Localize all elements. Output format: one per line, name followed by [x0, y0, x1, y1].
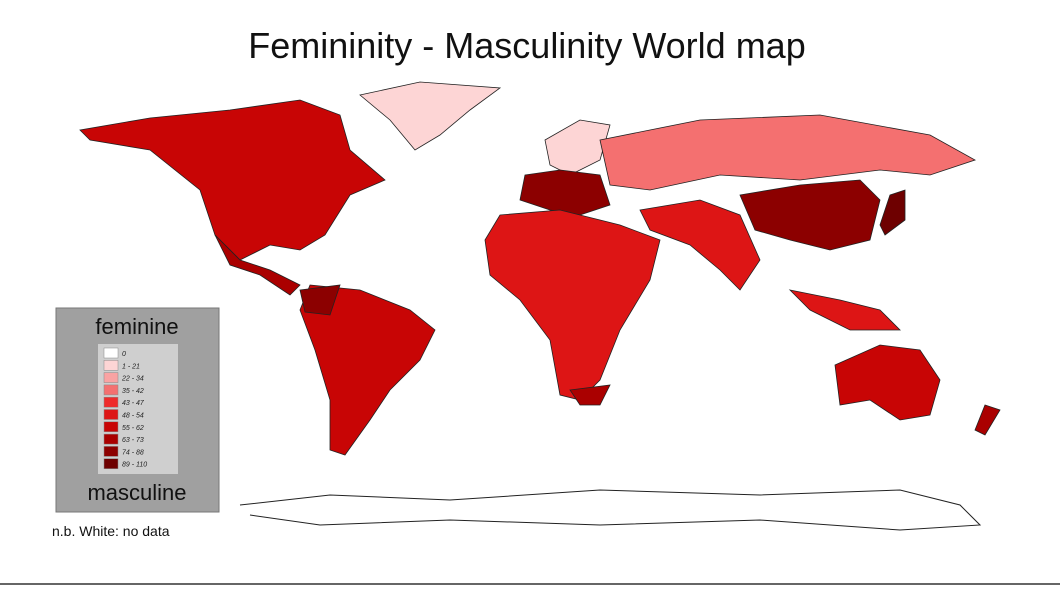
legend-swatch	[103, 360, 119, 371]
legend-swatch	[103, 446, 119, 457]
legend-label: 22 - 34	[121, 376, 144, 383]
greenland	[359, 81, 502, 151]
middle-east-india	[639, 199, 761, 291]
antarctica	[239, 489, 982, 531]
legend-swatch	[103, 409, 119, 420]
mexico-central	[214, 234, 301, 296]
legend-label: 74 - 88	[122, 449, 144, 456]
africa	[484, 209, 661, 401]
legend-swatch	[103, 384, 119, 396]
russia	[599, 114, 976, 191]
japan	[879, 189, 906, 236]
legend-label: 89 - 110	[122, 462, 147, 469]
legend-items: 0 1 - 21 22 - 34 35 - 42 43 - 47 48 - 54 55 - …	[103, 347, 147, 469]
map-title: Femininity - Masculinity World map	[248, 25, 805, 66]
scandinavia	[544, 119, 611, 176]
legend: feminine 0 1 - 21 22 - 34 35 - 42 43 - 47 48 …	[55, 307, 220, 513]
south-africa	[569, 384, 611, 406]
legend-label: 48 - 54	[122, 413, 144, 420]
legend-top-label: feminine	[95, 314, 178, 339]
legend-swatch	[103, 396, 119, 408]
china	[739, 179, 881, 251]
legend-swatch	[103, 433, 119, 445]
legend-swatch	[103, 347, 119, 359]
legend-label: 43 - 47	[122, 400, 145, 407]
legend-label: 63 - 73	[122, 437, 144, 444]
legend-label: 55 - 62	[122, 425, 144, 432]
australia	[834, 344, 941, 421]
central-europe	[519, 169, 611, 216]
south-america	[299, 284, 436, 456]
legend-bottom-label: masculine	[87, 480, 186, 505]
north-america	[79, 99, 386, 261]
legend-label: 0	[122, 351, 126, 358]
note: n.b. White: no data	[52, 523, 170, 539]
legend-label: 1 - 21	[122, 363, 140, 370]
legend-swatch	[103, 372, 119, 383]
legend-label: 35 - 42	[122, 388, 144, 395]
venezuela	[299, 284, 341, 316]
legend-swatch	[103, 421, 119, 433]
new-zealand	[974, 404, 1001, 436]
legend-swatch	[103, 458, 119, 469]
world-map	[79, 81, 1001, 531]
southeast-asia	[788, 289, 901, 331]
